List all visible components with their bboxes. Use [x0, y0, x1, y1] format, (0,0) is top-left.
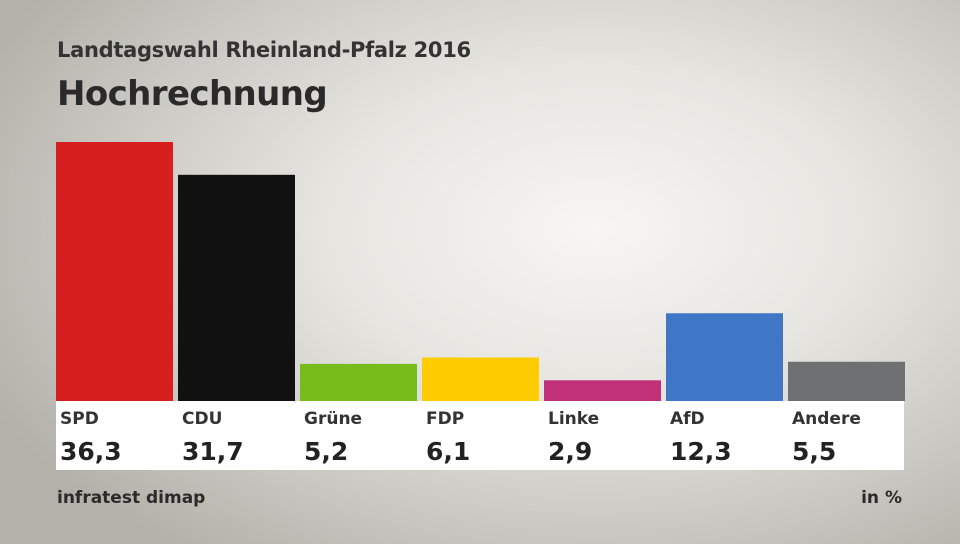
bar-afd: [666, 313, 783, 401]
category-label: CDU: [182, 409, 223, 429]
label-cell-andere: Andere 5,5: [788, 401, 905, 470]
data-label: 2,9: [548, 437, 593, 466]
label-cell-cdu: CDU 31,7: [178, 401, 295, 470]
chart-title: Hochrechnung: [57, 74, 328, 114]
bar-fdp: [422, 357, 539, 401]
source-credit: infratest dimap: [57, 488, 206, 508]
label-cell-afd: AfD 12,3: [666, 401, 783, 470]
data-label: 5,5: [792, 437, 837, 466]
category-label: SPD: [60, 409, 99, 429]
bar-spd: [56, 142, 173, 401]
data-label: 36,3: [60, 437, 122, 466]
bar-cdu: [178, 174, 295, 401]
category-label: FDP: [426, 409, 465, 429]
label-panel: SPD 36,3 CDU 31,7 Grüne 5,2 FDP 6,1 Link…: [56, 401, 904, 470]
category-label: Linke: [548, 409, 600, 429]
category-label: AfD: [670, 409, 705, 429]
label-cell-spd: SPD 36,3: [56, 401, 173, 470]
data-label: 12,3: [670, 437, 732, 466]
bar-gruene: [300, 363, 417, 401]
data-label: 5,2: [304, 437, 349, 466]
label-cell-gruene: Grüne 5,2: [300, 401, 417, 470]
category-label: Grüne: [304, 409, 363, 429]
label-cell-fdp: FDP 6,1: [422, 401, 539, 470]
bar-andere: [788, 361, 905, 401]
bar-linke: [544, 380, 661, 401]
category-label: Andere: [792, 409, 861, 429]
data-label: 6,1: [426, 437, 471, 466]
label-cell-linke: Linke 2,9: [544, 401, 661, 470]
chart-subtitle: Landtagswahl Rheinland-Pfalz 2016: [57, 38, 471, 62]
unit-label: in %: [861, 488, 902, 508]
data-label: 31,7: [182, 437, 244, 466]
